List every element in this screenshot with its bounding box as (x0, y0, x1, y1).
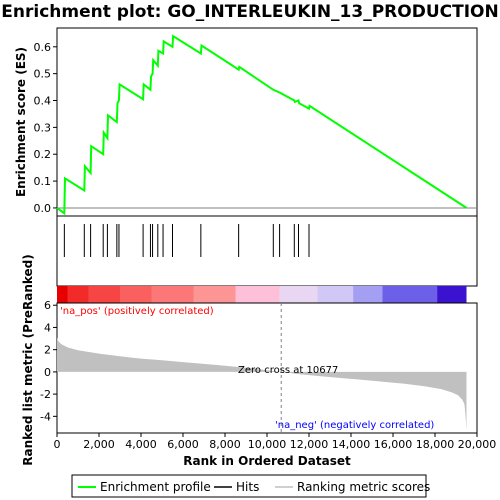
ranking-metric-area (57, 337, 467, 430)
neg-label: 'na_neg' (negatively correlated) (275, 420, 434, 431)
x-tick-label: 18,000 (416, 438, 455, 451)
zero-cross-label: Zero cross at 10677 (238, 365, 338, 376)
enrichment-profile-line (56, 34, 468, 216)
es-panel (56, 27, 478, 217)
color-bar-segment (353, 286, 383, 303)
es-y-axis-title: Enrichment score (ES) (14, 47, 28, 197)
color-bar-segment (235, 286, 280, 303)
color-bar-segment (88, 286, 120, 303)
es-y-tick-label: 0.2 (34, 148, 52, 161)
x-ticks: 0 2,000 4,000 6,000 8,000 10,000 12,000 14,000 1… (54, 433, 497, 451)
x-tick-label: 8,000 (209, 438, 241, 451)
metric-y-tick-label: 6 (44, 299, 51, 312)
color-bar-segment (120, 286, 152, 303)
metric-y-axis-title: Ranked list metric (PreRanked) (21, 254, 35, 466)
metric-y-ticks: 6 4 2 0 -2 -4 (40, 299, 57, 423)
x-tick-label: 20,000 (458, 438, 497, 451)
x-tick-label: 6,000 (167, 438, 199, 451)
chart-title: Enrichment plot: GO_INTERLEUKIN_13_PRODU… (1, 2, 498, 22)
color-bar-segment (317, 286, 354, 303)
metric-y-tick-label: 2 (44, 344, 51, 357)
legend: Enrichment profile Hits Ranking metric s… (71, 474, 430, 498)
x-tick-label: 12,000 (290, 438, 329, 451)
legend-metric-label: Ranking metric scores (297, 480, 430, 494)
color-bar-segment (437, 286, 467, 303)
legend-profile-label: Enrichment profile (100, 480, 211, 494)
hits-panel (56, 215, 478, 287)
es-y-tick-label: 0.6 (34, 41, 52, 54)
es-y-tick-label: 0.0 (34, 202, 52, 215)
x-tick-label: 2,000 (83, 438, 115, 451)
metric-y-tick-label: -4 (40, 410, 51, 423)
color-bar-segment (151, 286, 194, 303)
es-y-ticks: 0.0 0.1 0.2 0.3 0.4 0.5 0.6 (34, 41, 57, 215)
color-bar-segment (67, 286, 89, 303)
es-y-tick-label: 0.1 (34, 175, 52, 188)
es-y-tick-label: 0.5 (34, 68, 52, 81)
metric-y-tick-label: 4 (44, 321, 51, 334)
ranking-color-bar (57, 286, 467, 303)
x-axis-title: Rank in Ordered Dataset (183, 454, 351, 468)
x-tick-label: 4,000 (125, 438, 157, 451)
color-bar-segment (193, 286, 236, 303)
metric-y-tick-label: -2 (40, 388, 51, 401)
metric-y-tick-label: 0 (44, 366, 51, 379)
x-tick-label: 0 (54, 438, 61, 451)
color-bar-segment (279, 286, 318, 303)
color-bar-segment (382, 286, 438, 303)
pos-label: 'na_pos' (positively correlated) (60, 306, 214, 317)
legend-box (71, 474, 427, 498)
x-tick-label: 16,000 (374, 438, 413, 451)
es-y-tick-label: 0.3 (34, 121, 52, 134)
x-tick-label: 10,000 (248, 438, 287, 451)
hits-group (63, 224, 310, 257)
es-y-tick-label: 0.4 (34, 95, 52, 108)
x-tick-label: 14,000 (332, 438, 371, 451)
color-bar-segment (57, 286, 68, 303)
legend-hits-label: Hits (236, 480, 259, 494)
